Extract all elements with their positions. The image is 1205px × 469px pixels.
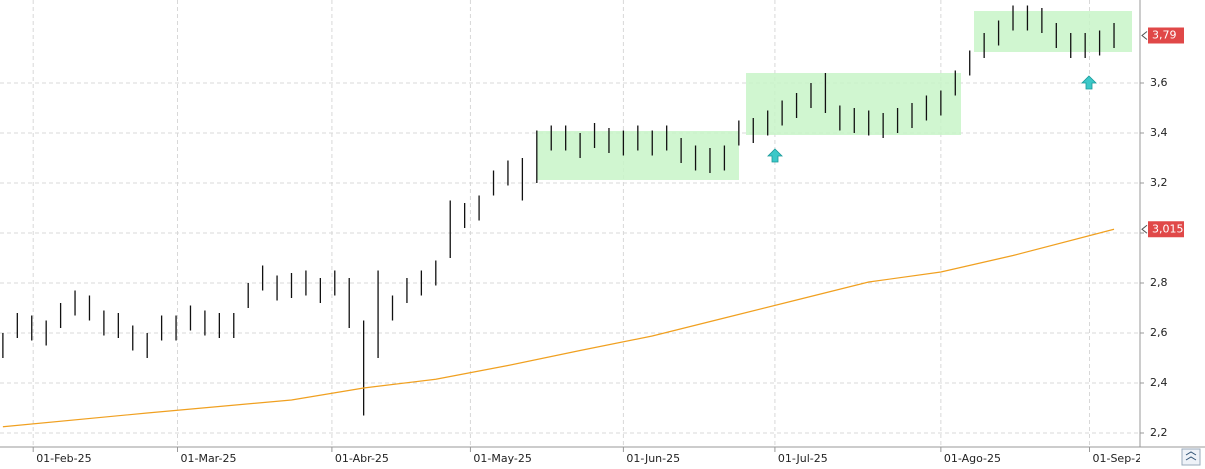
y-tick-label: 2,8 <box>1150 276 1168 289</box>
x-tick-label: 01-Mar-25 <box>180 452 236 465</box>
x-tick-label: 01-May-25 <box>473 452 531 465</box>
price-pointer <box>1141 31 1148 40</box>
x-tick-label: 01-Jul-25 <box>778 452 828 465</box>
up-arrow <box>1081 75 1097 90</box>
x-tick-label: 01-Jun-25 <box>626 452 680 465</box>
signal-arrows <box>767 75 1097 163</box>
x-axis: 01-Feb-25 01-Mar-25 01-Abr-25 01-May-25 01-J… <box>32 447 1149 465</box>
grid <box>0 0 1140 447</box>
price-flag-label: 3,79 <box>1152 29 1177 42</box>
moving-average-line <box>2 228 1115 428</box>
y-tick-label: 3,4 <box>1150 126 1168 139</box>
price-flag <box>1148 27 1184 44</box>
price-pointer <box>1141 224 1148 234</box>
up-arrow <box>767 148 783 163</box>
y-tick-label: 3,6 <box>1150 76 1168 89</box>
x-tick-label: 01-Abr-25 <box>335 452 389 465</box>
y-tick-label: 2,2 <box>1150 426 1168 439</box>
zone <box>746 73 961 135</box>
y-tick-label: 2,6 <box>1150 326 1168 339</box>
price-flag <box>1148 221 1184 238</box>
highlight-zones <box>537 11 1132 180</box>
y-tick-label: 2,4 <box>1150 376 1168 389</box>
x-tick-label: 01-Sep-25 <box>1092 452 1149 465</box>
scroll-icon <box>1185 451 1197 461</box>
price-flag-label: 3,015 <box>1152 222 1184 235</box>
zone <box>974 11 1132 52</box>
y-tick-label: 3,2 <box>1150 176 1168 189</box>
x-tick-label: 01-Ago-25 <box>944 452 1001 465</box>
x-tick-label: 01-Feb-25 <box>36 452 91 465</box>
